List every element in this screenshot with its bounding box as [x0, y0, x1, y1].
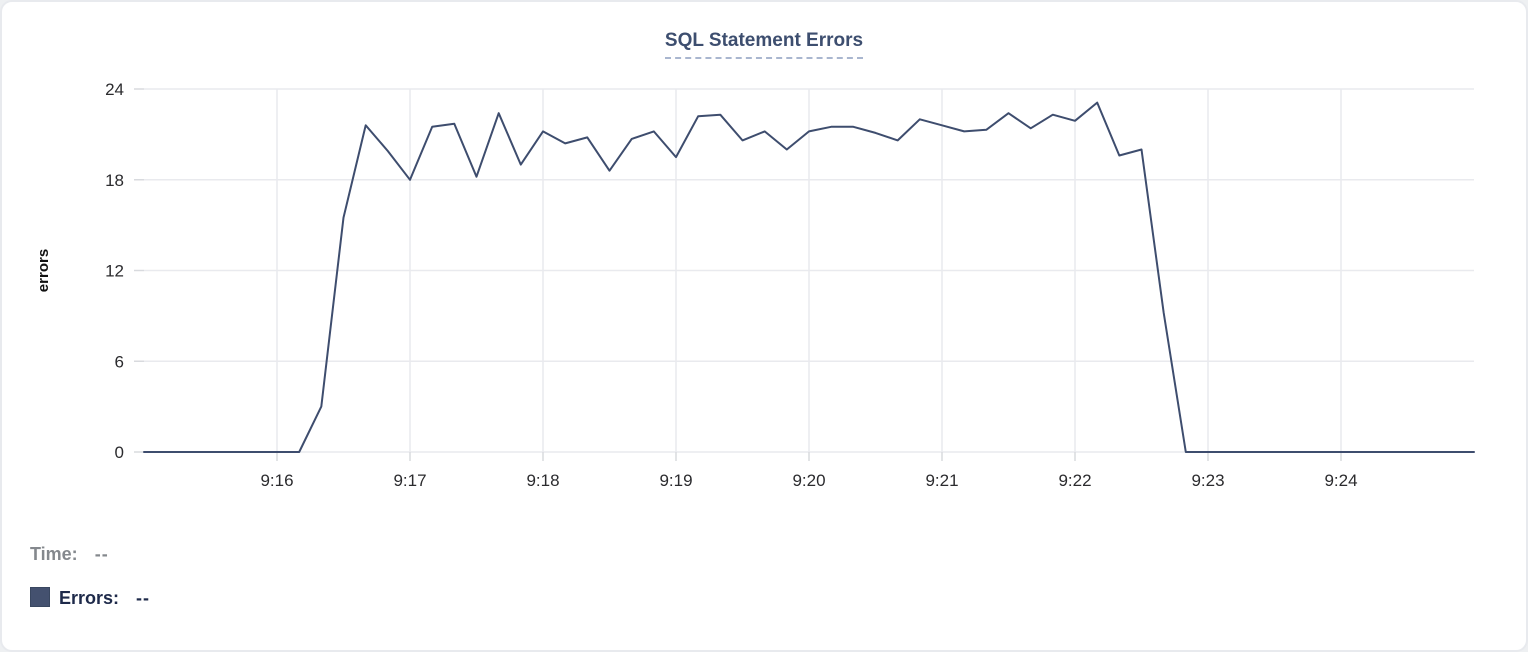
x-tick-label: 9:20 — [792, 471, 825, 490]
x-tick-label: 9:17 — [393, 471, 426, 490]
y-tick-label: 24 — [105, 80, 124, 99]
chart-title[interactable]: SQL Statement Errors — [664, 30, 864, 59]
errors-readout-row: Errors: -- — [30, 586, 150, 610]
errors-legend-swatch — [30, 587, 50, 607]
time-readout-row: Time: -- — [30, 542, 150, 566]
x-tick-label: 9:19 — [659, 471, 692, 490]
x-tick-label: 9:21 — [925, 471, 958, 490]
chart-header: SQL Statement Errors — [2, 30, 1526, 59]
x-tick-label: 9:23 — [1191, 471, 1224, 490]
y-axis-title: errors — [35, 249, 52, 292]
errors-line[interactable] — [143, 101, 1475, 453]
x-tick-label: 9:22 — [1058, 471, 1091, 490]
y-tick-label: 18 — [105, 171, 124, 190]
x-tick-label: 9:16 — [260, 471, 293, 490]
x-tick-label: 9:18 — [526, 471, 559, 490]
time-readout-value: -- — [94, 544, 109, 564]
errors-readout-value: -- — [136, 588, 151, 608]
x-tick-label: 9:24 — [1324, 471, 1357, 490]
time-readout-label: Time: — [30, 544, 78, 564]
y-tick-label: 12 — [105, 262, 124, 281]
y-tick-label: 0 — [115, 443, 124, 462]
errors-readout-label: Errors: — [59, 588, 120, 608]
tooltip-readout: Time: -- Errors: -- — [30, 542, 150, 630]
y-tick-label: 6 — [115, 352, 124, 371]
errors-line-chart[interactable]: 0 6 12 18 24 9:16 9:17 9:18 9:19 9:20 9:21 9:22 9:23… — [2, 2, 1528, 507]
